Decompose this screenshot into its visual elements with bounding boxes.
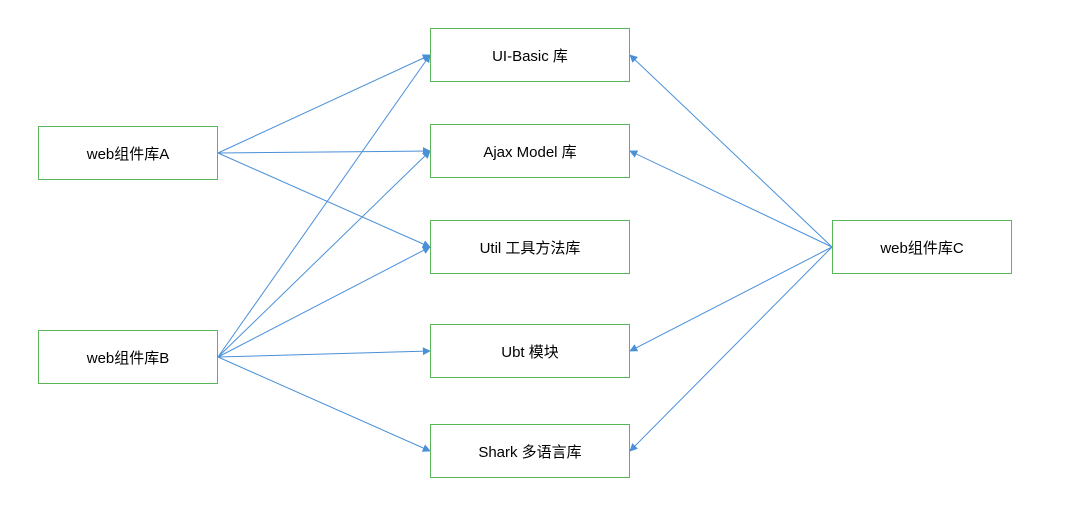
node-label-webB: web组件库B: [87, 347, 170, 368]
node-label-uiBasic: UI-Basic 库: [492, 45, 568, 66]
node-shark: Shark 多语言库: [430, 424, 630, 478]
edge-webB-to-uiBasic: [218, 55, 430, 357]
node-label-ubt: Ubt 模块: [501, 341, 559, 362]
edge-webA-to-util: [218, 153, 430, 247]
node-webC: web组件库C: [832, 220, 1012, 274]
edge-webB-to-ubt: [218, 351, 430, 357]
node-label-util: Util 工具方法库: [480, 237, 581, 258]
edge-webB-to-shark: [218, 357, 430, 451]
edge-webC-to-ubt: [630, 247, 832, 351]
node-label-shark: Shark 多语言库: [478, 441, 581, 462]
edge-webC-to-uiBasic: [630, 55, 832, 247]
node-label-ajaxModel: Ajax Model 库: [483, 141, 576, 162]
edge-webA-to-ajaxModel: [218, 151, 430, 153]
node-ubt: Ubt 模块: [430, 324, 630, 378]
edge-webB-to-util: [218, 247, 430, 357]
edge-webA-to-uiBasic: [218, 55, 430, 153]
node-ajaxModel: Ajax Model 库: [430, 124, 630, 178]
node-webB: web组件库B: [38, 330, 218, 384]
edge-webC-to-ajaxModel: [630, 151, 832, 247]
node-label-webC: web组件库C: [880, 237, 963, 258]
edge-webC-to-shark: [630, 247, 832, 451]
node-label-webA: web组件库A: [87, 143, 170, 164]
node-webA: web组件库A: [38, 126, 218, 180]
node-uiBasic: UI-Basic 库: [430, 28, 630, 82]
edge-webB-to-ajaxModel: [218, 151, 430, 357]
node-util: Util 工具方法库: [430, 220, 630, 274]
